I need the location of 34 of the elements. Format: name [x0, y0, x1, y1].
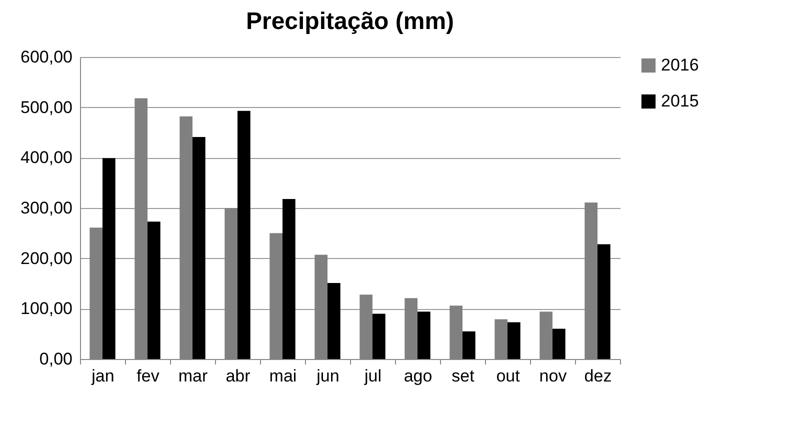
x-tick-label: jun	[316, 366, 340, 386]
y-tick-label: 200,00	[20, 248, 72, 268]
x-tick-label: jul	[363, 366, 382, 386]
bar	[192, 137, 206, 359]
y-tick-label: 500,00	[20, 98, 72, 117]
y-tick-label: 100,00	[20, 299, 72, 318]
x-tick-label: mai	[269, 366, 297, 386]
bar	[418, 312, 430, 359]
bar	[328, 282, 340, 359]
chart-title: Precipitação (mm)	[246, 8, 454, 35]
bar	[598, 244, 610, 359]
legend-label: 2016	[661, 56, 699, 74]
x-tick-label: ago	[404, 366, 432, 386]
y-tick-label: 400,00	[20, 148, 72, 168]
x-tick-label: nov	[539, 366, 568, 386]
x-tick-label: dez	[584, 366, 612, 386]
bar	[552, 328, 566, 359]
bar	[508, 322, 520, 359]
x-tick-label: mar	[178, 366, 208, 386]
y-tick-label: 300,00	[20, 198, 72, 218]
x-tick-label: out	[496, 366, 520, 386]
legend-label: 2015	[661, 92, 699, 110]
bar	[372, 314, 386, 359]
bar	[148, 222, 160, 359]
x-tick-label: jan	[90, 366, 114, 386]
bar	[238, 110, 250, 359]
bar	[462, 331, 476, 359]
bar	[102, 158, 116, 359]
y-tick-label: 0,00	[39, 350, 72, 368]
x-tick-label: set	[452, 366, 475, 386]
x-tick-label: abr	[226, 366, 251, 386]
y-tick-label: 600,00	[20, 48, 72, 66]
x-tick-label: fev	[136, 366, 160, 386]
bar	[282, 198, 296, 359]
